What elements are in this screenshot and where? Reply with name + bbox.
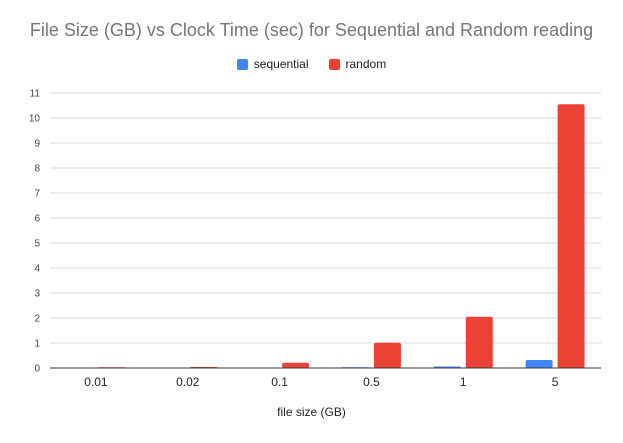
y-tick-label: 9	[34, 139, 40, 150]
x-tick-labels: 0.01 0.02 0.1 0.5 1 5	[84, 375, 559, 389]
legend: sequential random	[0, 57, 623, 71]
y-tick-label: 7	[34, 189, 40, 200]
gridlines	[50, 92, 601, 344]
y-tick-label: 8	[34, 164, 40, 175]
legend-label-sequential: sequential	[253, 57, 309, 71]
y-tick-label: 3	[34, 289, 40, 300]
x-axis-title: file size (GB)	[277, 405, 346, 419]
y-tick-label: 1	[34, 339, 40, 350]
legend-label-random: random	[345, 57, 387, 71]
x-tick-label: 0.02	[176, 375, 200, 389]
chart-title: File Size (GB) vs Clock Time (sec) for S…	[29, 20, 594, 40]
x-tick-label: 5	[552, 375, 559, 389]
bar-random-0.5[interactable]	[373, 342, 401, 368]
y-tick-label: 10	[29, 114, 41, 125]
x-tick-label: 0.01	[84, 375, 108, 389]
legend-item-random[interactable]: random	[328, 57, 387, 71]
y-tick-label: 2	[34, 314, 40, 325]
bar-random-0.1[interactable]	[282, 362, 310, 368]
bar-random-5[interactable]	[557, 104, 585, 368]
y-tick-label: 0	[34, 364, 40, 375]
bars	[66, 104, 585, 368]
legend-item-sequential[interactable]: sequential	[236, 57, 309, 71]
y-tick-label: 6	[34, 214, 40, 225]
y-tick-label: 4	[34, 264, 40, 275]
legend-swatch-sequential	[236, 58, 248, 70]
y-tick-labels: 0 1 2 3 4 5 6 7 8 9 10 11	[29, 89, 41, 375]
x-tick-label: 0.1	[271, 375, 288, 389]
x-tick-label: 0.5	[363, 375, 380, 389]
y-tick-label: 5	[34, 239, 40, 250]
bar-random-1[interactable]	[465, 316, 493, 368]
legend-swatch-random	[328, 58, 340, 70]
x-tick-label: 1	[460, 375, 467, 389]
bar-sequential-5[interactable]	[525, 360, 553, 368]
y-tick-label: 11	[30, 89, 41, 100]
